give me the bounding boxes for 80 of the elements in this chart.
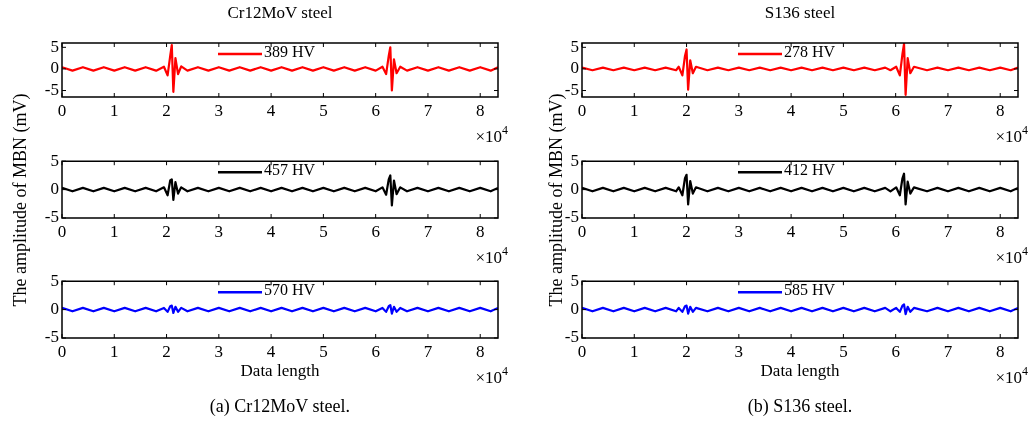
x-tick-label: 8 xyxy=(995,341,1005,361)
x-tick-label: 2 xyxy=(162,100,171,120)
x-tick-label: 6 xyxy=(891,221,900,241)
legend-label: 457 HV xyxy=(264,161,316,179)
x-tick-label: 4 xyxy=(786,341,796,361)
x-tick-label: 1 xyxy=(110,100,119,120)
x-tick-label: 5 xyxy=(319,100,328,120)
x-tick-label: 7 xyxy=(943,100,953,120)
legend-label: 585 HV xyxy=(784,281,836,299)
text: (b) S136 steel. xyxy=(747,396,853,417)
x-tick-label: 3 xyxy=(214,341,224,361)
x-tick-label: 7 xyxy=(943,341,953,361)
x-tick-label: 1 xyxy=(110,221,119,241)
x-tick-label: 4 xyxy=(786,100,796,120)
y-tick-label: 5 xyxy=(570,150,579,170)
x-tick-label: 1 xyxy=(630,221,639,241)
x-tick-label: 5 xyxy=(319,221,328,241)
text: (a) Cr12MoV steel. xyxy=(209,396,350,417)
x-tick-label: 4 xyxy=(266,221,276,241)
x-tick-label: 4 xyxy=(266,341,276,361)
y-tick-label: 0 xyxy=(50,179,59,199)
x-tick-label: 8 xyxy=(995,100,1005,120)
x-tick-label: 4 xyxy=(266,100,276,120)
x-axis-title: Data length xyxy=(760,361,840,380)
y-tick-label: 5 xyxy=(50,270,59,290)
y-tick-label: 0 xyxy=(570,179,579,199)
x-tick-label: 3 xyxy=(214,100,224,120)
x-tick-label: 8 xyxy=(475,341,485,361)
x-tick-label: 2 xyxy=(162,341,171,361)
x-tick-label: 5 xyxy=(839,341,848,361)
x-tick-label: 8 xyxy=(475,221,485,241)
legend-label: 389 HV xyxy=(264,43,316,61)
x-tick-label: 2 xyxy=(682,341,691,361)
x-tick-label: 1 xyxy=(630,341,639,361)
y-tick-label: 5 xyxy=(570,36,579,56)
y-tick-label: -5 xyxy=(564,79,579,99)
x-tick-label: 8 xyxy=(475,100,485,120)
legend-label: 278 HV xyxy=(784,43,836,61)
x-tick-label: 2 xyxy=(162,221,171,241)
y-axis-title: The amplitude of MBN (mV) xyxy=(9,93,31,307)
x-tick-label: 7 xyxy=(423,341,433,361)
x-tick-label: 7 xyxy=(423,100,433,120)
x-tick-label: 5 xyxy=(839,221,848,241)
x-tick-label: 3 xyxy=(214,221,224,241)
x-tick-label: 8 xyxy=(995,221,1005,241)
x-tick-label: 6 xyxy=(891,341,900,361)
chart-title: Cr12MoV steel xyxy=(227,3,333,22)
x-tick-label: 4 xyxy=(786,221,796,241)
x-tick-label: 3 xyxy=(734,341,744,361)
x-tick-label: 2 xyxy=(682,221,691,241)
x-tick-label: 6 xyxy=(371,221,380,241)
y-tick-label: -5 xyxy=(44,79,59,99)
x-axis-title: Data length xyxy=(240,361,320,380)
x-tick-label: 1 xyxy=(110,341,119,361)
y-tick-label: -5 xyxy=(44,207,59,227)
x-tick-label: 2 xyxy=(682,100,691,120)
y-tick-label: -5 xyxy=(44,327,59,347)
x-tick-label: 7 xyxy=(423,221,433,241)
x-tick-label: 5 xyxy=(839,100,848,120)
y-tick-label: -5 xyxy=(564,207,579,227)
y-tick-label: 0 xyxy=(50,58,59,78)
x-tick-label: 5 xyxy=(319,341,328,361)
y-tick-label: -5 xyxy=(564,327,579,347)
legend-label: 412 HV xyxy=(784,161,836,179)
y-tick-label: 5 xyxy=(50,36,59,56)
y-axis-title: The amplitude of MBN (mV) xyxy=(545,93,566,307)
y-tick-label: 0 xyxy=(570,299,579,319)
x-tick-label: 6 xyxy=(371,100,380,120)
x-tick-label: 3 xyxy=(734,100,744,120)
y-tick-label: 5 xyxy=(570,270,579,290)
y-tick-label: 5 xyxy=(50,150,59,170)
x-tick-label: 3 xyxy=(734,221,744,241)
chart-title: S136 steel xyxy=(764,3,836,22)
x-tick-label: 1 xyxy=(630,100,639,120)
legend-label: 570 HV xyxy=(264,281,316,299)
y-tick-label: 0 xyxy=(50,299,59,319)
x-tick-label: 7 xyxy=(943,221,953,241)
y-tick-label: 0 xyxy=(570,58,579,78)
x-tick-label: 6 xyxy=(371,341,380,361)
x-tick-label: 6 xyxy=(891,100,900,120)
